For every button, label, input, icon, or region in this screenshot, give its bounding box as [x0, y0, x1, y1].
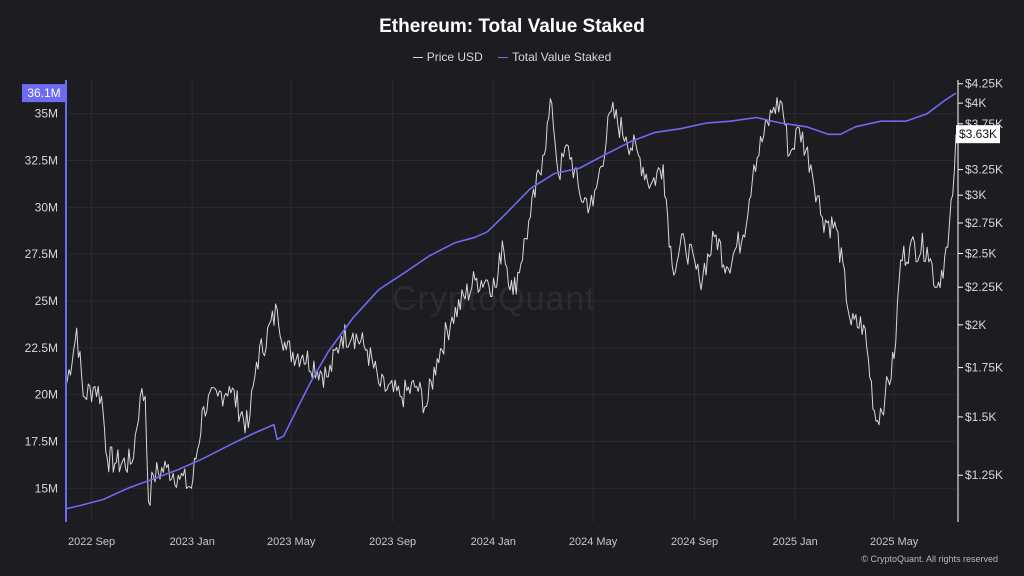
price-usd-line — [65, 97, 957, 506]
y-left-tick-label: 25M — [35, 294, 58, 308]
x-tick-label: 2022 Sep — [68, 536, 115, 548]
series-layer — [65, 92, 957, 510]
legend-staked-label: Total Value Staked — [512, 50, 612, 64]
y-right-tick-label: $2.75K — [965, 216, 1003, 230]
y-left-tick-label: 27.5M — [25, 247, 58, 261]
axes: 15M 17.5M 20M 22.5M 25M 27.5M 30M 32.5M 35M $1.25… — [22, 77, 1003, 548]
staked-last-value-badge — [22, 84, 66, 103]
y-left-tick-label: 15M — [35, 481, 58, 495]
y-left-tick-label: 17.5M — [25, 434, 58, 448]
legend-price-label: Price USD — [426, 50, 483, 64]
x-tick-label: 2025 May — [870, 536, 919, 548]
total-value-staked-line — [65, 92, 957, 510]
y-right-tick-label: $4.25K — [965, 77, 1003, 91]
y-right-tick-label: $2.25K — [965, 280, 1003, 294]
legend-item-staked[interactable]: Total Value Staked — [498, 50, 611, 64]
y-left-tick-label: 35M — [35, 107, 58, 121]
price-last-value-badge — [956, 125, 1000, 144]
y-right-tick-label: $1.5K — [965, 410, 996, 424]
price-last-value-label: $3.63K — [959, 127, 997, 141]
y-right-tick-label: $1.75K — [965, 361, 1003, 375]
grid-lines — [66, 80, 956, 522]
chart-title: Ethereum: Total Value Staked — [379, 16, 645, 37]
staked-last-value-label: 36.1M — [27, 86, 60, 100]
copyright-notice: © CryptoQuant. All rights reserved — [861, 554, 998, 564]
legend-staked-swatch — [498, 57, 509, 59]
y-right-tick-label: $1.25K — [965, 468, 1003, 482]
x-tick-label: 2023 Jan — [170, 536, 215, 548]
legend: Price USD Total Value Staked — [0, 50, 1024, 64]
y-left-tick-label: 30M — [35, 200, 58, 214]
y-left-tick-label: 22.5M — [25, 341, 58, 355]
x-tick-label: 2024 Sep — [671, 536, 718, 548]
x-tick-label: 2023 Sep — [369, 536, 416, 548]
y-right-tick-label: $2K — [965, 318, 986, 332]
x-tick-label: 2023 May — [267, 536, 316, 548]
legend-item-price[interactable]: Price USD — [412, 50, 483, 64]
x-tick-label: 2024 Jan — [471, 536, 516, 548]
y-right-tick-label: $3.25K — [965, 163, 1003, 177]
y-right-tick-label: $2.5K — [965, 246, 996, 260]
legend-price-swatch — [412, 57, 423, 59]
x-tick-label: 2025 Jan — [773, 536, 818, 548]
y-left-tick-label: 20M — [35, 388, 58, 402]
y-left-tick-label: 32.5M — [25, 154, 58, 168]
y-right-tick-label: $3K — [965, 188, 986, 202]
y-right-tick-label: $4K — [965, 96, 986, 110]
x-tick-label: 2024 May — [569, 536, 618, 548]
